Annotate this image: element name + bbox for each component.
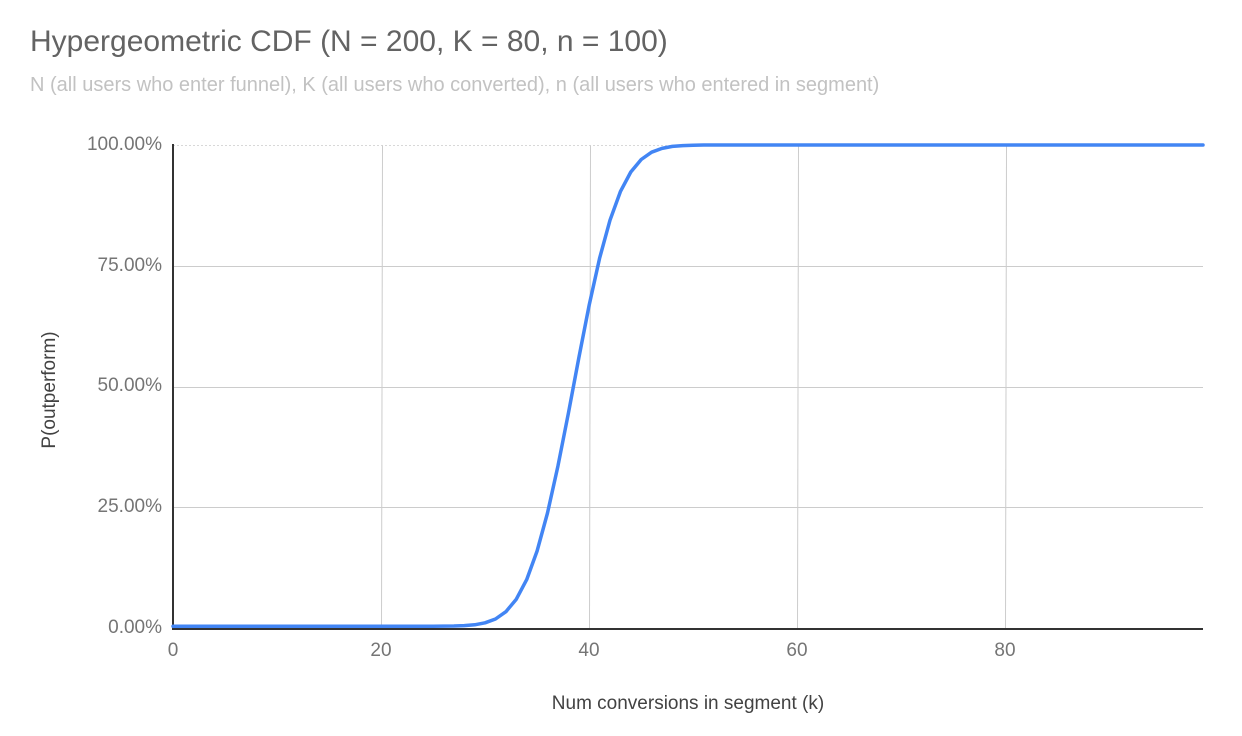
vertical-gridline xyxy=(381,145,383,629)
y-tick-label-75: 75.00% xyxy=(97,255,162,276)
chart-subtitle: N (all users who enter funnel), K (all u… xyxy=(30,74,880,96)
x-tick-label-20: 20 xyxy=(370,640,392,661)
vertical-gridline xyxy=(797,145,799,629)
y-tick-label-50: 50.00% xyxy=(97,375,162,396)
vertical-gridline xyxy=(589,145,591,629)
cdf-series-line xyxy=(171,143,1205,628)
y-axis-title: P(outperform) xyxy=(39,331,60,449)
x-tick-label-0: 0 xyxy=(167,640,179,661)
vertical-gridline xyxy=(1005,145,1007,629)
y-tick-label-25: 25.00% xyxy=(97,496,162,517)
x-tick-label-60: 60 xyxy=(786,640,808,661)
y-tick-label-0: 0.00% xyxy=(108,617,162,638)
x-axis-title: Num conversions in segment (k) xyxy=(551,693,825,714)
x-tick-label-40: 40 xyxy=(578,640,600,661)
x-tick-label-80: 80 xyxy=(994,640,1016,661)
chart-title: Hypergeometric CDF (N = 200, K = 80, n =… xyxy=(30,25,668,58)
y-tick-label-100: 100.00% xyxy=(86,134,162,155)
